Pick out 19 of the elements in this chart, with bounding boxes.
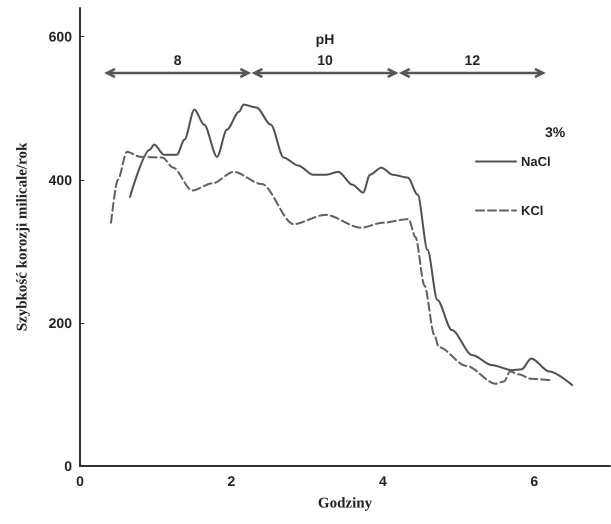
x-axis-title: Godziny: [318, 496, 373, 512]
annotation: 10: [317, 52, 333, 68]
line-series: [110, 150, 550, 385]
line-series: [128, 104, 574, 386]
y-tick-label: 0: [64, 458, 72, 474]
y-axis-title: Szybkość korozji milicale/rok: [14, 142, 30, 332]
annotation: 8: [174, 52, 182, 68]
legend-label: KCl: [521, 203, 544, 218]
x-tick-label: 2: [228, 473, 236, 489]
annotation: 12: [464, 52, 480, 68]
annotation: pH: [316, 31, 334, 47]
legend-label: NaCl: [521, 154, 551, 169]
y-tick-label: 200: [48, 314, 72, 331]
legend-title: 3%: [545, 124, 566, 140]
y-tick-label: 400: [48, 172, 72, 188]
x-tick-label: 0: [76, 473, 84, 489]
y-tick-label: 600: [48, 28, 72, 45]
x-tick-label: 4: [378, 473, 387, 489]
x-tick-label: 6: [530, 473, 538, 489]
